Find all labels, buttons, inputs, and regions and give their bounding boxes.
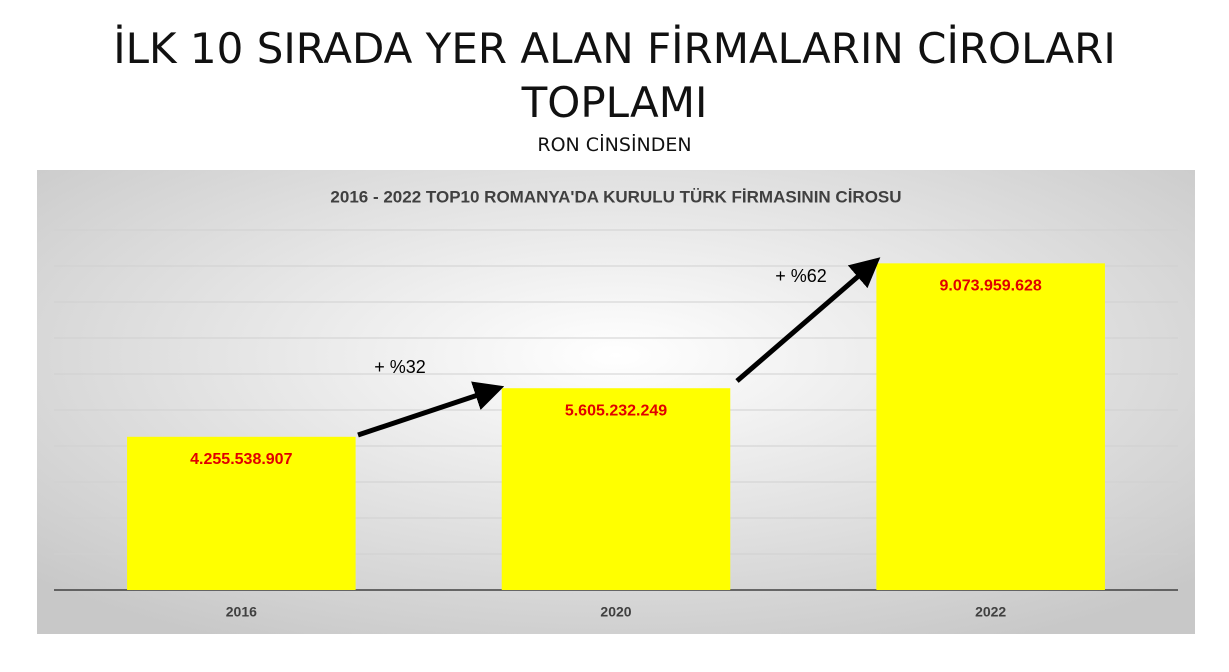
growth-arrow xyxy=(735,257,881,383)
value-label: 5.605.232.249 xyxy=(565,402,667,419)
header: İLK 10 SIRADA YER ALAN FİRMALARIN CİROLA… xyxy=(100,22,1129,156)
growth-annotation: + %32 xyxy=(374,357,426,377)
chart-title: 2016 - 2022 TOP10 ROMANYA'DA KURULU TÜRK… xyxy=(330,187,901,206)
value-label: 4.255.538.907 xyxy=(190,451,292,468)
growth-annotation: + %62 xyxy=(775,266,827,286)
bar xyxy=(501,388,731,590)
growth-arrow xyxy=(357,381,505,438)
slide-title: İLK 10 SIRADA YER ALAN FİRMALARIN CİROLA… xyxy=(113,24,1116,127)
bar xyxy=(127,436,356,590)
slide-subtitle: RON CİNSİNDEN xyxy=(537,134,692,156)
bar xyxy=(876,263,1105,590)
x-tick-label: 2020 xyxy=(600,604,631,620)
x-tick-label: 2022 xyxy=(975,604,1006,620)
value-label: 9.073.959.628 xyxy=(940,278,1042,295)
x-tick-label: 2016 xyxy=(226,604,257,620)
